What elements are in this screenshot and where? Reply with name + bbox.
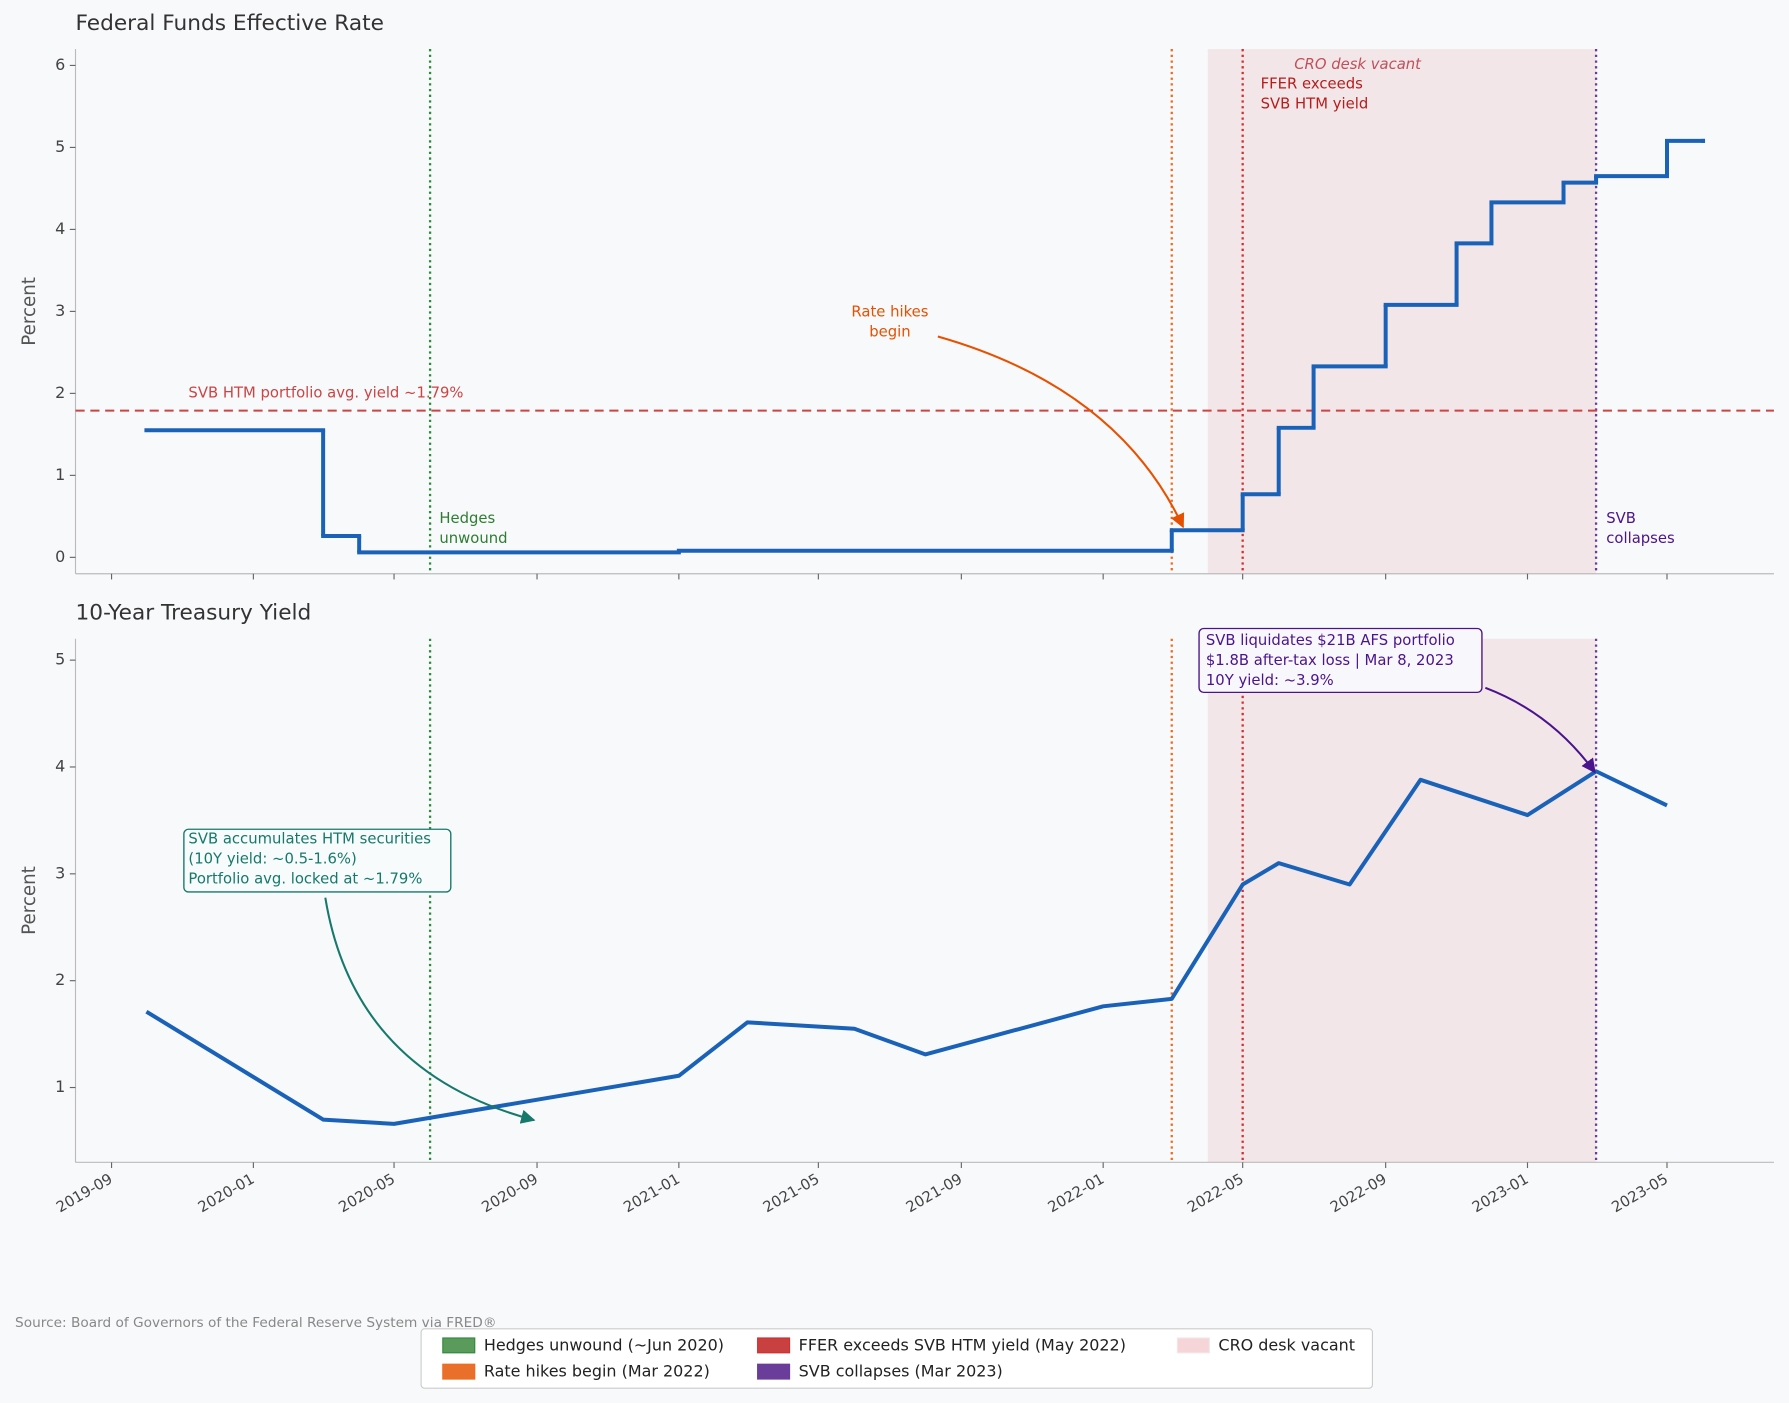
y-tick-label: 2	[55, 970, 65, 989]
annotation-text: $1.8B after-tax loss | Mar 8, 2023	[1206, 652, 1454, 669]
data-line	[145, 769, 1668, 1126]
legend-patch	[442, 1337, 476, 1354]
annotation-text: SVB HTM yield	[1261, 95, 1369, 112]
y-tick-label: 0	[55, 547, 65, 566]
annotation-text: collapses	[1606, 530, 1674, 547]
annotation-text: (10Y yield: ~0.5-1.6%)	[188, 850, 356, 867]
panel-title: Federal Funds Effective Rate	[76, 11, 384, 36]
y-tick-label: 3	[55, 301, 65, 320]
annotation-text: SVB liquidates $21B AFS portfolio	[1206, 632, 1455, 649]
annotation-text: FFER exceeds	[1261, 75, 1363, 92]
y-tick-label: 1	[55, 465, 65, 484]
annotation-text: Hedges	[439, 510, 495, 527]
annotation-text: SVB accumulates HTM securities	[188, 831, 431, 848]
source-note: Source: Board of Governors of the Federa…	[15, 1315, 496, 1331]
annotation-arrow	[1484, 686, 1596, 774]
legend-box	[420, 1328, 1374, 1389]
annotation-text: begin	[869, 323, 910, 340]
legend-patch	[757, 1337, 791, 1354]
y-tick-label: 5	[55, 137, 65, 156]
y-tick-label: 1	[55, 1077, 65, 1096]
annotation-text: Rate hikes	[851, 304, 928, 321]
legend-label: FFER exceeds SVB HTM yield (May 2022)	[799, 1335, 1126, 1354]
annotation-text: 10Y yield: ~3.9%	[1206, 672, 1334, 689]
legend-patch	[757, 1363, 791, 1380]
annotation-arrow	[324, 897, 536, 1124]
y-tick-label: 6	[55, 55, 65, 74]
panel-title: 10-Year Treasury Yield	[76, 601, 312, 626]
legend-label: CRO desk vacant	[1218, 1335, 1355, 1354]
legend-label: Hedges unwound (~Jun 2020)	[484, 1335, 724, 1354]
annotation-text: CRO desk vacant	[1294, 56, 1422, 73]
reference-label: SVB HTM portfolio avg. yield ~1.79%	[188, 384, 463, 401]
shade-region	[1207, 638, 1597, 1163]
y-tick-label: 5	[55, 650, 65, 669]
y-tick-label: 4	[55, 756, 65, 775]
y-axis-label: Percent	[19, 866, 40, 935]
y-tick-label: 4	[55, 219, 65, 238]
y-tick-label: 2	[55, 383, 65, 402]
annotation-box	[1198, 627, 1483, 694]
annotation-arrow	[937, 335, 1185, 529]
annotation-box	[183, 828, 452, 893]
legend-patch	[442, 1363, 476, 1380]
legend-label: Rate hikes begin (Mar 2022)	[484, 1362, 710, 1381]
annotation-text: Portfolio avg. locked at ~1.79%	[188, 870, 422, 887]
legend-patch	[1176, 1337, 1210, 1354]
y-axis-label: Percent	[19, 277, 40, 346]
annotation-text: unwound	[439, 530, 507, 547]
y-tick-label: 3	[55, 863, 65, 882]
annotation-text: SVB	[1606, 510, 1636, 527]
legend-label: SVB collapses (Mar 2023)	[799, 1362, 1003, 1381]
shade-region	[1207, 49, 1597, 574]
